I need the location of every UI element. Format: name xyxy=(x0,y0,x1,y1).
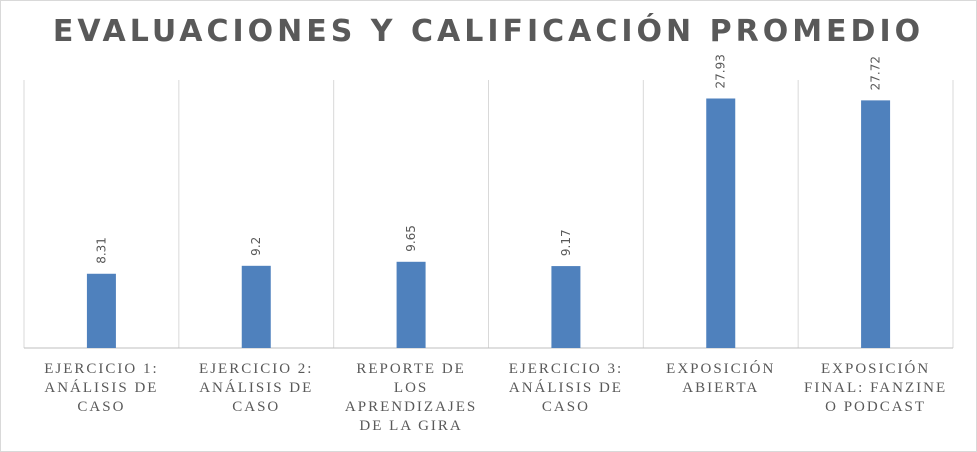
data-label: 9.2 xyxy=(249,237,263,256)
x-tick-label: EJERCICIO 3: ANÁLISIS DE CASO xyxy=(509,361,623,415)
data-label: 9.65 xyxy=(404,225,418,252)
data-label: 8.31 xyxy=(94,237,108,264)
bar xyxy=(396,261,426,348)
x-tick-label: EJERCICIO 1: ANÁLISIS DE CASO xyxy=(44,361,158,415)
bar xyxy=(241,265,271,348)
bar xyxy=(706,98,736,348)
x-tick-label: REPORTE DE LOS APRENDIZAJES DE LA GIRA xyxy=(345,361,477,434)
x-tick-label: EXPOSICIÓN FINAL: FANZINE O PODCAST xyxy=(804,360,947,415)
chart-title: EVALUACIONES Y CALIFICACIÓN PROMEDIO xyxy=(52,14,925,49)
bar xyxy=(86,273,116,348)
data-label: 27.93 xyxy=(714,54,728,88)
bar xyxy=(861,100,891,348)
data-label: 9.17 xyxy=(559,229,573,256)
data-label: 27.72 xyxy=(869,56,883,90)
x-tick-label: EJERCICIO 2: ANÁLISIS DE CASO xyxy=(199,361,313,415)
x-tick-label: EXPOSICIÓN ABIERTA xyxy=(666,360,775,396)
bar xyxy=(551,266,581,348)
